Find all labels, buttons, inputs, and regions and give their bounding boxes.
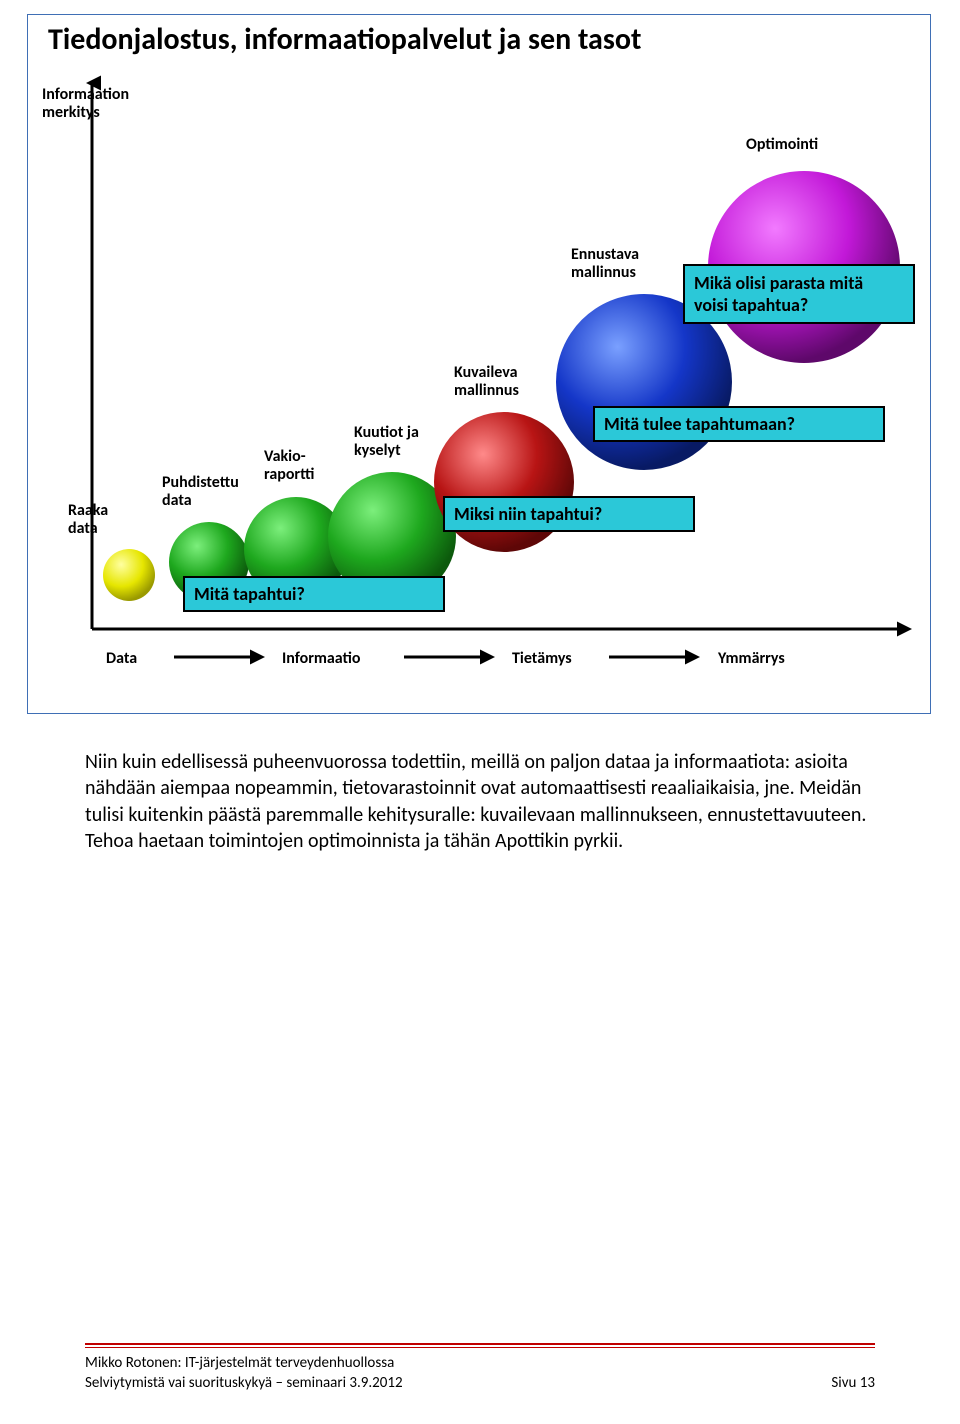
qtext-miksi: Miksi niin tapahtui? [454, 503, 602, 525]
label-ennustava-l2: mallinnus [571, 263, 636, 282]
body-paragraph: Niin kuin edellisessä puheenvuorossa tod… [85, 749, 875, 855]
xcat-ymmarrys: Ymmärrys [717, 649, 785, 668]
chart-svg: Informaation merkitys Raaka data Puhdist… [34, 67, 924, 707]
y-axis-label-l1: Informaation [42, 85, 129, 104]
xcat-data: Data [106, 649, 137, 668]
qtext-mita-tulee: Mitä tulee tapahtumaan? [604, 413, 795, 435]
label-puhdistettu-l2: data [162, 491, 192, 510]
diagram-title: Tiedonjalostus, informaatiopalvelut ja s… [28, 15, 930, 58]
qtext-mita-tapahtui: Mitä tapahtui? [194, 583, 305, 605]
label-ennustava-l1: Ennustava [571, 245, 639, 264]
label-kuvaileva-l2: mallinnus [454, 381, 519, 400]
xcat-informaatio: Informaatio [282, 649, 361, 668]
xcat-tietamys: Tietämys [512, 649, 572, 668]
label-optimointi: Optimointi [746, 135, 818, 154]
label-vakioraportti-l2: raportti [264, 465, 314, 484]
diagram-frame: Tiedonjalostus, informaatiopalvelut ja s… [27, 14, 931, 714]
label-kuutiot-l1: Kuutiot ja [354, 423, 419, 442]
label-raaka-data-l1: Raaka [68, 501, 108, 520]
label-vakioraportti-l1: Vakio- [264, 447, 306, 466]
footer-rule-thick [85, 1343, 875, 1345]
footer: Mikko Rotonen: IT-järjestelmät terveyden… [85, 1354, 875, 1393]
label-kuvaileva-l1: Kuvaileva [454, 363, 518, 382]
footer-line2-right: Sivu 13 [831, 1374, 875, 1394]
label-kuutiot-l2: kyselyt [354, 441, 401, 460]
footer-line1: Mikko Rotonen: IT-järjestelmät terveyden… [85, 1354, 875, 1374]
qtext-mika-parasta-l1: Mikä olisi parasta mitä [694, 272, 863, 294]
bubble-raaka-data [103, 549, 155, 601]
y-axis-label-l2: merkitys [42, 103, 100, 122]
footer-line2-left: Selviytymistä vai suorituskykyä – semina… [85, 1374, 403, 1394]
footer-rule-thin [85, 1347, 875, 1348]
label-raaka-data-l2: data [68, 519, 98, 538]
qtext-mika-parasta-l2: voisi tapahtua? [694, 294, 808, 316]
label-puhdistettu-l1: Puhdistettu [162, 473, 239, 492]
